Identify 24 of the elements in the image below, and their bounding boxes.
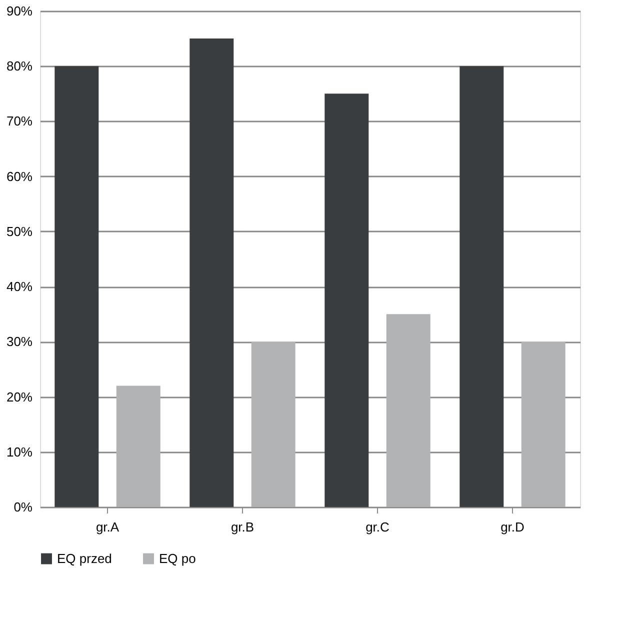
- x-tick-label: gr.A: [96, 520, 120, 534]
- legend-label: EQ po: [159, 550, 196, 566]
- y-tick-label: 70%: [6, 114, 33, 129]
- y-tick-label: 40%: [6, 279, 33, 294]
- bar: [386, 314, 430, 507]
- y-tick-label: 80%: [6, 58, 33, 74]
- bar: [460, 66, 504, 507]
- bar: [190, 38, 234, 507]
- y-tick-label: 20%: [6, 389, 33, 404]
- bar: [251, 342, 296, 507]
- y-tick-label: 60%: [6, 168, 33, 184]
- y-tick-label: 0%: [14, 500, 33, 514]
- x-tick-label: gr.D: [500, 520, 524, 534]
- x-tick-label: gr.C: [366, 520, 390, 534]
- y-tick-label: 90%: [6, 4, 33, 18]
- bar: [116, 386, 160, 507]
- bar: [54, 66, 99, 507]
- x-tick-label: gr.B: [230, 520, 254, 534]
- y-tick-label: 10%: [6, 444, 33, 460]
- legend-label: EQ przed: [57, 550, 112, 566]
- y-tick-label: 30%: [6, 334, 33, 350]
- bar: [521, 342, 566, 507]
- bar: [324, 94, 369, 507]
- y-tick-label: 50%: [6, 224, 33, 239]
